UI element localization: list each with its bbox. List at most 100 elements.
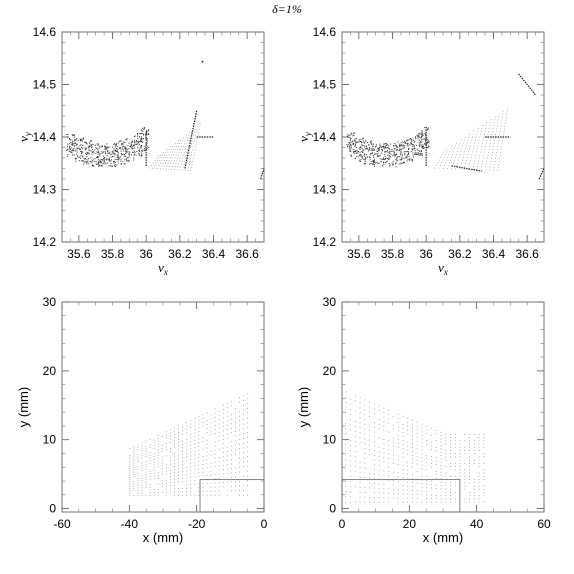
data-point [363, 149, 365, 151]
data-point [129, 461, 131, 463]
data-point [350, 144, 352, 146]
data-point [425, 135, 427, 137]
data-point [218, 457, 220, 458]
data-point [243, 437, 245, 439]
data-point [378, 150, 380, 152]
data-point [483, 456, 485, 458]
data-point [360, 147, 362, 149]
data-point [113, 143, 115, 145]
data-point [149, 462, 151, 464]
data-point [119, 148, 121, 150]
data-point [161, 436, 163, 437]
data-point [127, 145, 129, 147]
data-point [378, 469, 380, 471]
data-point [399, 145, 401, 147]
data-point [153, 458, 155, 460]
data-point [350, 414, 352, 416]
data-point [388, 414, 390, 415]
data-point [454, 498, 456, 500]
data-point [147, 130, 149, 132]
data-point [407, 425, 409, 427]
data-point [121, 154, 123, 156]
data-point [210, 418, 212, 420]
data-point [412, 435, 413, 437]
data-point [387, 144, 389, 146]
data-point [350, 491, 352, 493]
data-point [137, 487, 139, 489]
data-point [350, 154, 352, 156]
data-point [381, 146, 383, 148]
data-point [354, 132, 356, 134]
data-point [226, 433, 228, 435]
data-point [363, 163, 365, 165]
data-point [190, 441, 192, 443]
data-point [230, 459, 232, 460]
data-point [440, 498, 442, 500]
data-point [386, 147, 388, 149]
data-point [194, 476, 196, 478]
data-point [169, 476, 171, 477]
data-point [214, 441, 216, 443]
data-point [408, 159, 410, 161]
data-point [355, 152, 357, 154]
data-point [354, 157, 356, 159]
data-point [357, 150, 359, 152]
data-point [100, 160, 102, 162]
data-point [407, 441, 409, 443]
data-point [395, 163, 397, 165]
data-point [370, 163, 372, 165]
data-point [92, 151, 94, 153]
data-point [82, 144, 84, 146]
data-point [84, 147, 86, 149]
data-point [459, 459, 461, 461]
y-tick-label: 0 [329, 502, 336, 516]
data-point [373, 464, 375, 466]
data-point [178, 428, 179, 430]
data-point [353, 152, 355, 154]
x-tick-label: 36.4 [482, 247, 506, 261]
data-point [82, 137, 84, 139]
data-point [359, 496, 361, 498]
data-point [82, 151, 84, 153]
data-point [350, 408, 352, 410]
data-point [367, 142, 369, 144]
data-point [347, 145, 349, 147]
data-point [397, 501, 399, 503]
data-point [350, 486, 352, 488]
data-point [395, 145, 397, 147]
data-point [416, 144, 418, 146]
data-point [464, 440, 466, 442]
data-point [421, 494, 423, 496]
data-point [364, 419, 366, 420]
data-point [407, 497, 409, 499]
data-point [73, 136, 75, 138]
data-point [77, 148, 79, 150]
data-point [364, 501, 366, 503]
data-point [390, 143, 392, 145]
x-tick-label: 35.8 [381, 247, 405, 261]
data-point [440, 481, 442, 483]
data-point [145, 440, 147, 442]
data-point [416, 148, 418, 150]
data-point [143, 128, 145, 130]
axis-label-subscript: y [303, 132, 313, 137]
data-point [214, 478, 216, 480]
data-point [407, 151, 409, 153]
data-point [404, 141, 406, 143]
data-point [348, 134, 350, 136]
data-point [222, 404, 224, 406]
data-point [99, 145, 101, 147]
data-point [123, 150, 125, 152]
data-point [369, 401, 371, 403]
data-point [109, 160, 111, 162]
data-point [392, 424, 394, 426]
data-point [350, 429, 352, 431]
data-point [70, 141, 72, 143]
data-point [373, 161, 375, 163]
data-point [354, 395, 356, 397]
data-point [149, 484, 151, 486]
data-point [115, 145, 117, 147]
data-point [186, 466, 188, 468]
data-point [247, 417, 249, 419]
data-point [345, 491, 347, 493]
